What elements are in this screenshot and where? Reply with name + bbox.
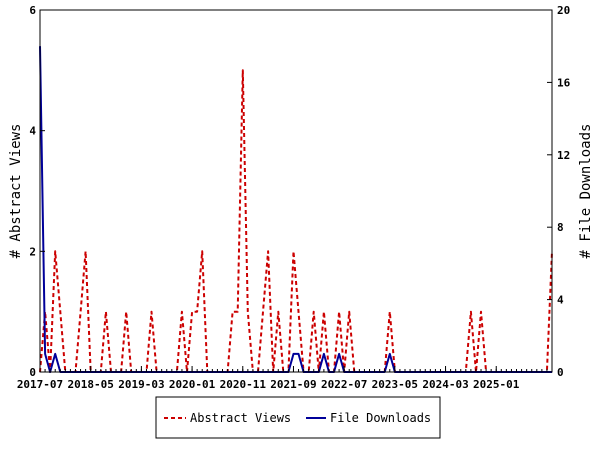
legend-box xyxy=(155,396,441,439)
plot-frame xyxy=(39,9,553,373)
x-tick-label: 2022-07 xyxy=(321,378,367,391)
y-right-tick-label: 4 xyxy=(557,294,564,307)
x-tick-label: 2025-01 xyxy=(473,378,520,391)
y-axis-right-label: # File Downloads xyxy=(578,124,594,259)
y-axis-left-label: # Abstract Views xyxy=(8,124,24,259)
x-tick-label: 2017-07 xyxy=(17,378,63,391)
legend: Abstract Views File Downloads xyxy=(155,396,441,439)
x-tick-label: 2018-05 xyxy=(68,378,114,391)
legend-label-file-downloads: File Downloads xyxy=(330,411,431,425)
x-tick-label: 2020-01 xyxy=(169,378,216,391)
y-left-tick-label: 6 xyxy=(29,4,36,17)
y-left-tick-label: 4 xyxy=(29,125,36,138)
x-tick-label: 2024-03 xyxy=(422,378,468,391)
y-right-tick-label: 20 xyxy=(557,4,570,17)
y-left-tick-label: 2 xyxy=(29,245,36,258)
y-right-tick-label: 16 xyxy=(557,76,571,89)
x-tick-label: 2020-11 xyxy=(220,378,267,391)
y-right-tick-label: 8 xyxy=(557,221,564,234)
y-right-tick-label: 0 xyxy=(557,366,564,379)
y-right-tick-label: 12 xyxy=(557,149,570,162)
y-left-tick-label: 0 xyxy=(29,366,36,379)
series-line-abstract-views xyxy=(39,69,553,373)
x-tick-label: 2019-03 xyxy=(118,378,164,391)
axis-layer: 0 2 4 6 0 4 8 12 16 20 2017-07 2018-05 2019-03 2020-0… xyxy=(17,4,571,391)
x-tick-label: 2021-09 xyxy=(270,378,316,391)
legend-label-abstract-views: Abstract Views xyxy=(190,411,291,425)
x-tick-label: 2023-05 xyxy=(372,378,418,391)
